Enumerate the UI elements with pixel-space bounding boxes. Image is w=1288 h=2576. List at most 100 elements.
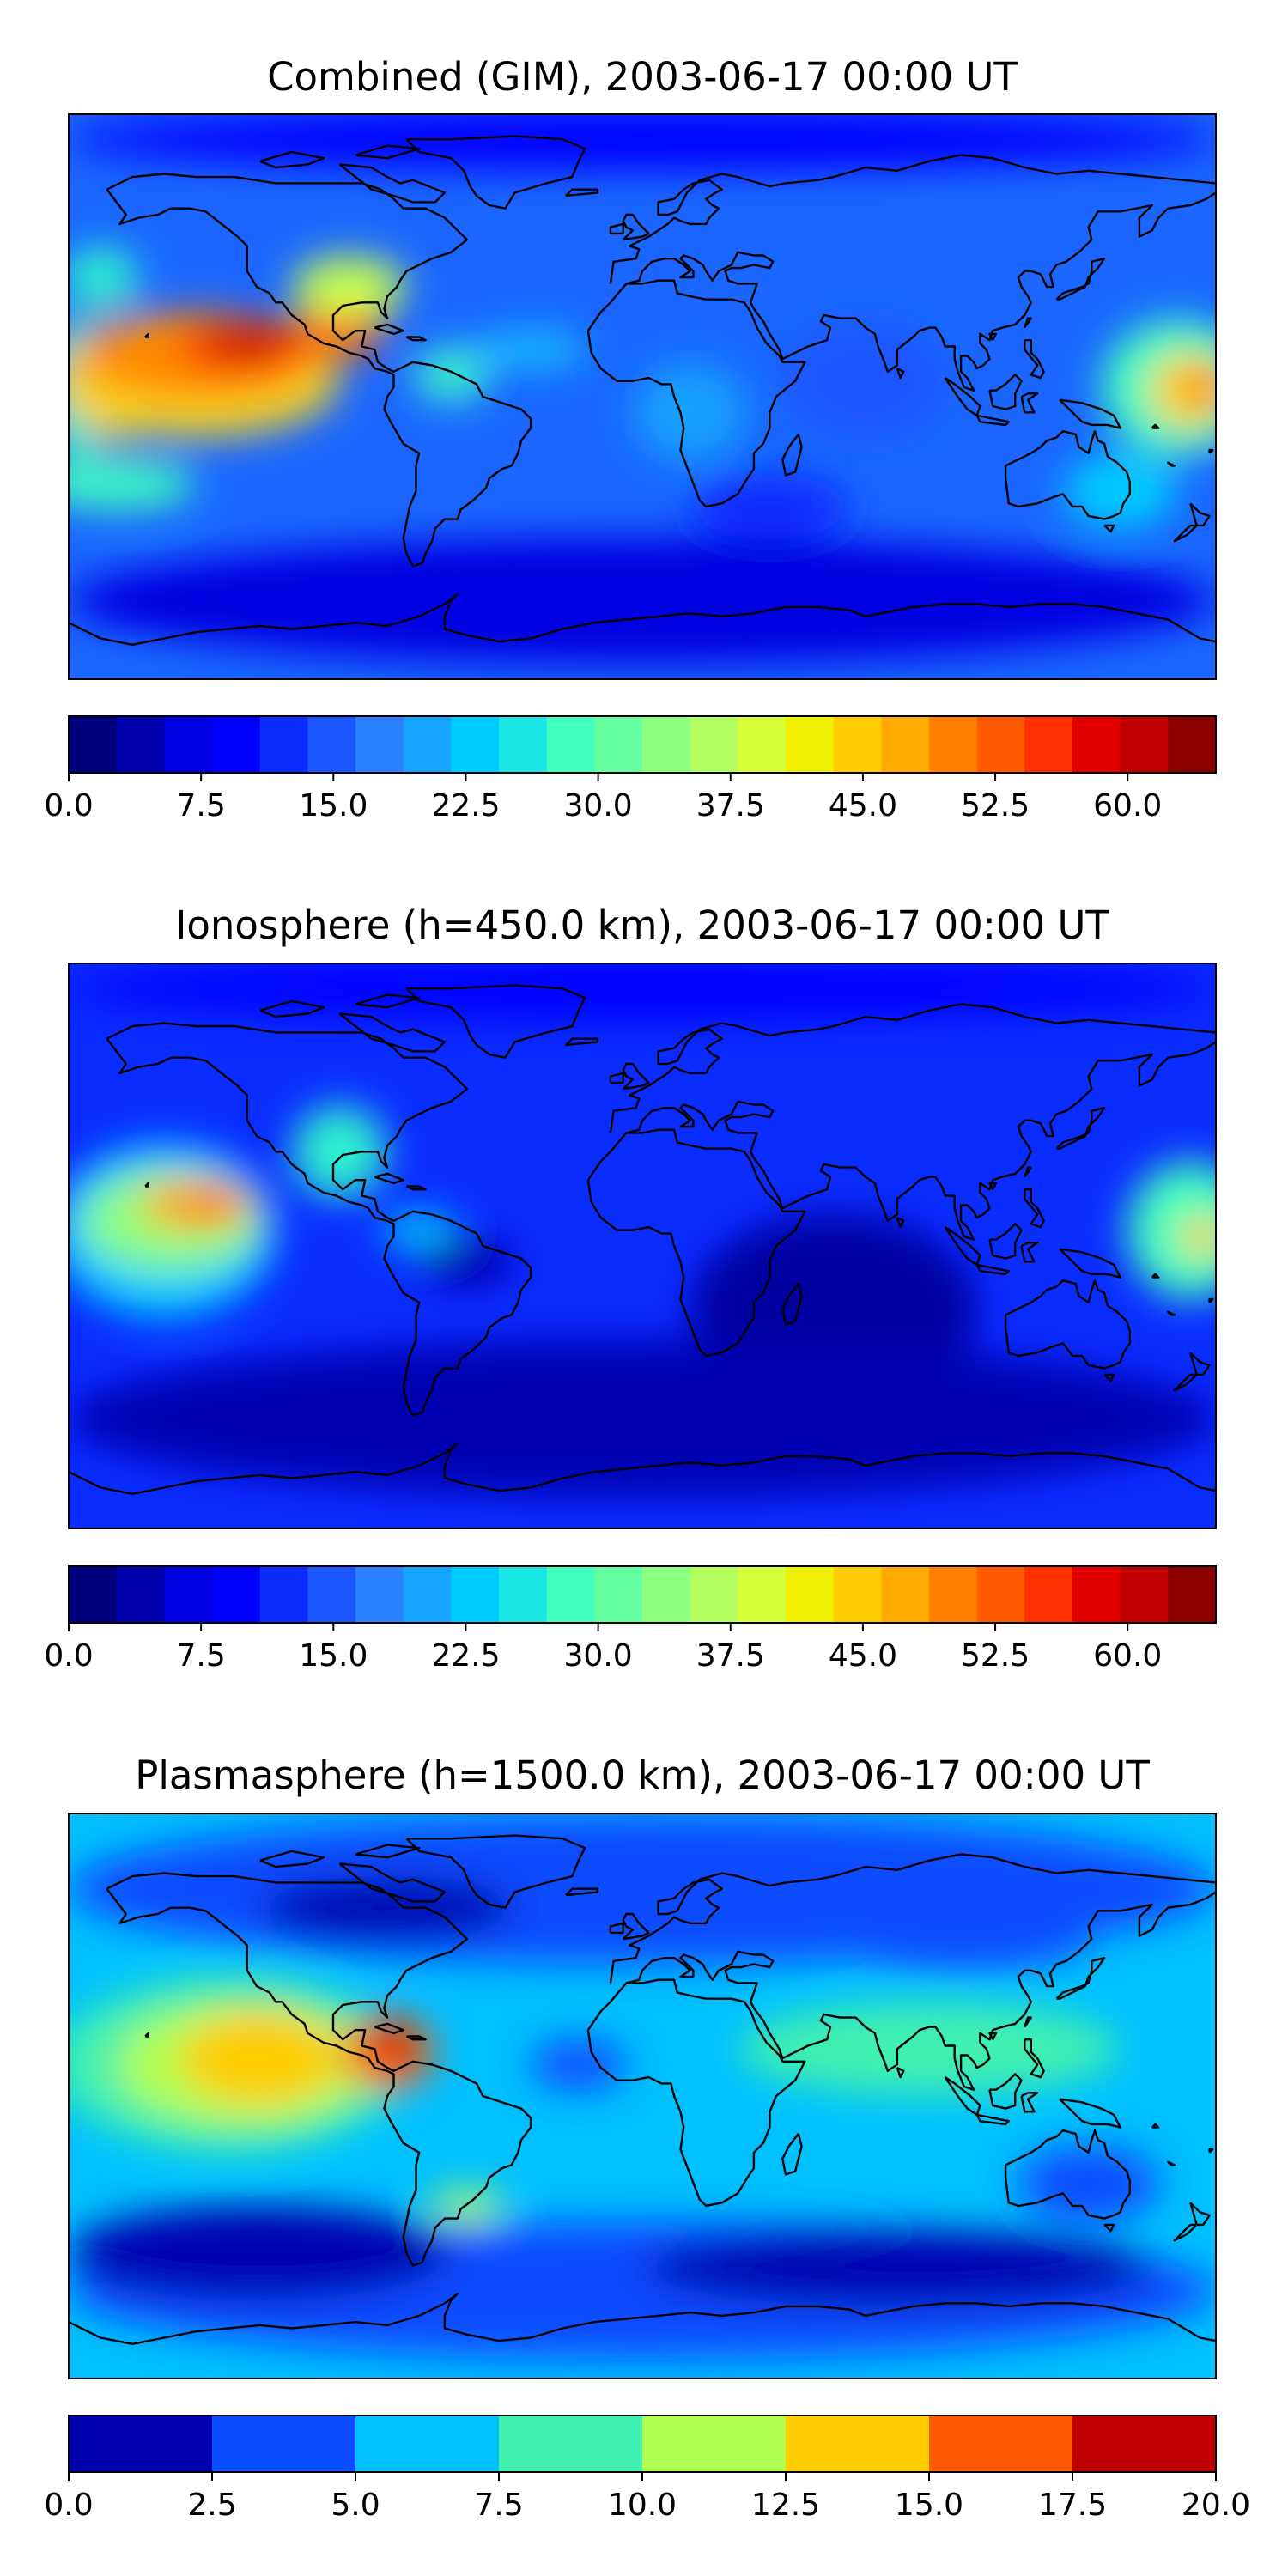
colorbar-segment xyxy=(1072,2415,1217,2472)
colorbar-tick-label: 22.5 xyxy=(431,1638,500,1674)
coastline xyxy=(355,1844,421,1859)
coastline xyxy=(355,993,421,1009)
coastline xyxy=(144,1182,149,1188)
colorbar-segment xyxy=(116,716,165,773)
colorbar-tick-label: 15.0 xyxy=(299,788,368,823)
tec-region xyxy=(1177,1218,1216,1255)
tec-region xyxy=(291,1104,388,1200)
tec-region xyxy=(1149,352,1216,428)
coastline xyxy=(69,2293,1216,2345)
coastline xyxy=(1173,524,1198,543)
colorbar-tick-label: 20.0 xyxy=(1182,2488,1250,2523)
colorbar-tick-label: 30.0 xyxy=(564,1638,633,1674)
tec-region xyxy=(259,1876,515,1940)
map-ionosphere xyxy=(69,963,1216,1528)
coastlines xyxy=(69,984,1216,1495)
coastline xyxy=(1103,524,1115,533)
colorbar-segment xyxy=(738,1566,787,1623)
colorbar-segment xyxy=(451,1566,500,1623)
colorbar-tick-label: 60.0 xyxy=(1093,1638,1162,1674)
colorbar-tick-label: 7.5 xyxy=(177,1638,226,1674)
coastline xyxy=(565,1037,599,1047)
colorbar-segment xyxy=(212,2415,356,2472)
colorbar-segment xyxy=(786,2415,930,2472)
colorbar-segment xyxy=(1072,716,1121,773)
colorbar-tick-label: 30.0 xyxy=(564,788,633,823)
colorbar-segment xyxy=(499,2415,643,2472)
tec-region xyxy=(1018,2146,1159,2222)
panel-title-plasmasphere: Plasmasphere (h=1500.0 km), 2003-06-17 0… xyxy=(135,1753,1150,1798)
panel-title-ionosphere: Ionosphere (h=450.0 km), 2003-06-17 00:0… xyxy=(175,902,1109,948)
colorbar-segment xyxy=(164,716,213,773)
coastline xyxy=(1024,317,1032,329)
coastline xyxy=(1173,2223,1198,2242)
coastline xyxy=(988,332,998,341)
panel-title-combined: Combined (GIM), 2003-06-17 00:00 UT xyxy=(267,54,1018,100)
coastline xyxy=(626,1891,1216,2091)
colorbar-segment xyxy=(594,716,643,773)
coastline xyxy=(1208,448,1214,454)
tec-region xyxy=(368,2020,407,2059)
coastline xyxy=(975,414,1010,427)
coastline xyxy=(988,1182,998,1190)
colorbar-segment xyxy=(499,716,548,773)
coastline xyxy=(586,1978,806,2208)
colorbar-tick-label: 17.5 xyxy=(1038,2488,1107,2523)
colorbar-tick-label: 0.0 xyxy=(44,1638,93,1674)
coastline xyxy=(609,154,1216,284)
colorbar-segment xyxy=(690,716,738,773)
colorbar-segment xyxy=(307,716,356,773)
coastline xyxy=(609,222,624,235)
tec-region xyxy=(786,324,945,438)
colorbar-tick-label: 7.5 xyxy=(474,2488,523,2523)
tec-region xyxy=(186,1189,238,1215)
colorbar-segment xyxy=(1168,716,1217,773)
coastline xyxy=(259,150,325,169)
coastline xyxy=(1024,2016,1032,2028)
coastline xyxy=(1004,2129,1131,2220)
coastline xyxy=(1151,1273,1160,1279)
colorbar-segment xyxy=(881,716,930,773)
tec-region xyxy=(419,1236,515,1287)
coastline xyxy=(1208,2148,1214,2154)
coastline xyxy=(781,2133,803,2176)
coastline xyxy=(69,1443,1216,1495)
tec-field-plasmasphere xyxy=(69,1814,1216,2360)
coastline xyxy=(944,377,981,417)
coastline xyxy=(1151,423,1160,429)
coastline xyxy=(609,1003,1216,1133)
colorbar-frame xyxy=(68,715,1217,774)
tec-region xyxy=(69,1340,1216,1498)
colorbar-segment xyxy=(546,1566,595,1623)
coastline xyxy=(944,1226,981,1267)
colorbar-segment xyxy=(1120,716,1169,773)
tec-region xyxy=(1127,1161,1216,1300)
colorbar-segment xyxy=(499,1566,548,1623)
coastline xyxy=(1059,2098,1121,2129)
coastline xyxy=(1024,2038,1045,2079)
tec-region xyxy=(69,246,139,309)
tec-region xyxy=(473,331,588,369)
tec-region xyxy=(69,459,197,510)
coastline xyxy=(374,323,404,336)
tec-region xyxy=(632,361,748,463)
coastline xyxy=(1024,339,1045,380)
colorbar-segment xyxy=(1120,1566,1169,1623)
map-plasmasphere xyxy=(69,1814,1216,2379)
colorbar-segment xyxy=(307,1566,356,1623)
colorbar-segment xyxy=(259,716,308,773)
colorbar-segment xyxy=(355,716,404,773)
coastline xyxy=(405,336,427,342)
colorbar-segment xyxy=(642,2415,787,2472)
coastline xyxy=(626,191,1216,392)
coastline xyxy=(338,1012,447,1053)
coastline xyxy=(1055,258,1106,301)
coastline xyxy=(1208,1297,1214,1303)
tec-region xyxy=(738,2002,1121,2097)
coastline xyxy=(405,2035,427,2041)
colorbar-tick-label: 10.0 xyxy=(608,2488,677,2523)
coastline xyxy=(622,1062,650,1091)
coastline xyxy=(609,1922,624,1935)
colorbar-segment xyxy=(786,1566,835,1623)
